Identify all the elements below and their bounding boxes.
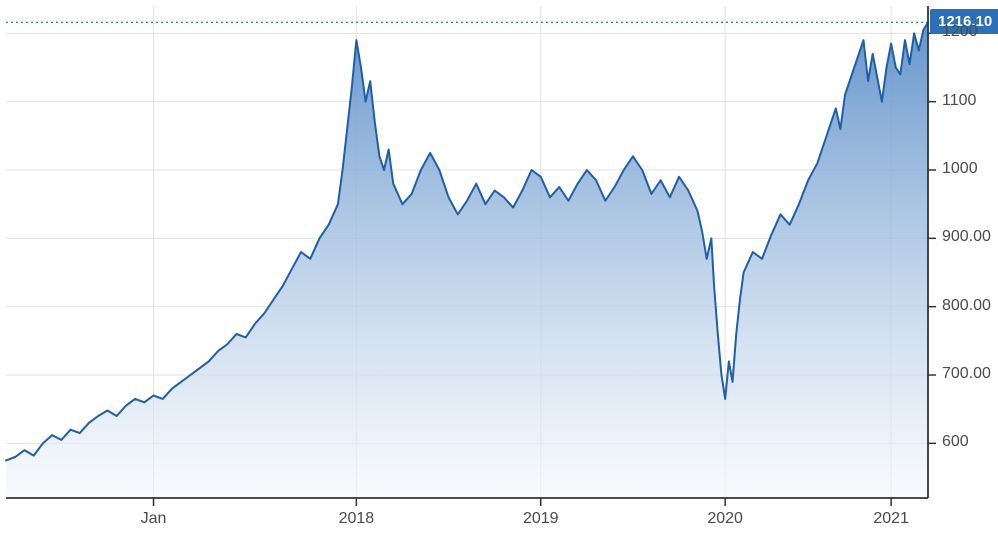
y-axis-tick-label: 700.00 xyxy=(942,365,991,383)
y-axis-tick-label: 900.00 xyxy=(942,228,991,246)
chart-svg xyxy=(0,0,998,538)
y-axis-tick-label: 1200 xyxy=(942,23,978,41)
price-chart: 1216.10 600700.00800.00900.0010001100120… xyxy=(0,0,998,538)
x-axis-tick-label: 2018 xyxy=(339,510,375,528)
y-axis-tick-label: 600 xyxy=(942,433,969,451)
x-axis-tick-label: 2019 xyxy=(523,510,559,528)
x-axis-tick-label: 2021 xyxy=(873,510,909,528)
x-axis-tick-label: Jan xyxy=(141,510,167,528)
y-axis-tick-label: 1100 xyxy=(942,92,976,110)
y-axis-tick-label: 1000 xyxy=(942,160,978,178)
y-axis-tick-label: 800.00 xyxy=(942,297,991,315)
x-axis-tick-label: 2020 xyxy=(707,510,743,528)
